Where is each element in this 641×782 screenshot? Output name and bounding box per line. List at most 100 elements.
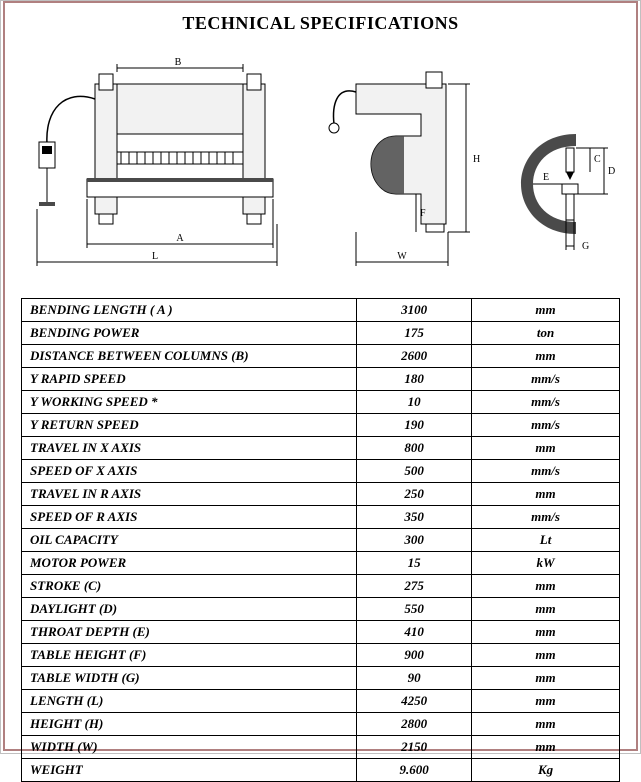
unit-cell: Kg bbox=[472, 759, 620, 782]
value-cell: 550 bbox=[357, 598, 472, 621]
param-cell: MOTOR POWER bbox=[22, 552, 357, 575]
param-cell: WEIGHT bbox=[22, 759, 357, 782]
unit-cell: mm bbox=[472, 621, 620, 644]
value-cell: 180 bbox=[357, 368, 472, 391]
table-row: Y RAPID SPEED180mm/s bbox=[22, 368, 620, 391]
param-cell: TRAVEL IN R AXIS bbox=[22, 483, 357, 506]
dim-label-c: C bbox=[594, 154, 601, 165]
table-row: Y RETURN SPEED190mm/s bbox=[22, 414, 620, 437]
value-cell: 10 bbox=[357, 391, 472, 414]
unit-cell: mm bbox=[472, 713, 620, 736]
table-row: WEIGHT9.600Kg bbox=[22, 759, 620, 782]
param-cell: HEIGHT (H) bbox=[22, 713, 357, 736]
param-cell: SPEED OF X AXIS bbox=[22, 460, 357, 483]
table-row: SPEED OF X AXIS500mm/s bbox=[22, 460, 620, 483]
diagram-row: B A L bbox=[21, 44, 620, 274]
page-title: TECHNICAL SPECIFICATIONS bbox=[21, 13, 620, 34]
table-row: THROAT DEPTH (E)410mm bbox=[22, 621, 620, 644]
value-cell: 175 bbox=[357, 322, 472, 345]
table-row: OIL CAPACITY300Lt bbox=[22, 529, 620, 552]
value-cell: 3100 bbox=[357, 299, 472, 322]
value-cell: 350 bbox=[357, 506, 472, 529]
param-cell: Y WORKING SPEED * bbox=[22, 391, 357, 414]
unit-cell: mm bbox=[472, 736, 620, 759]
spec-table-body: BENDING LENGTH ( A )3100mmBENDING POWER1… bbox=[22, 299, 620, 782]
diagram-side-view: H F W bbox=[326, 54, 486, 274]
value-cell: 500 bbox=[357, 460, 472, 483]
unit-cell: mm/s bbox=[472, 414, 620, 437]
param-cell: Y RETURN SPEED bbox=[22, 414, 357, 437]
unit-cell: mm bbox=[472, 667, 620, 690]
unit-cell: Lt bbox=[472, 529, 620, 552]
page: TECHNICAL SPECIFICATIONS bbox=[0, 0, 641, 754]
dim-label-e: E bbox=[543, 172, 549, 183]
dim-label-h: H bbox=[473, 154, 480, 165]
unit-cell: mm bbox=[472, 575, 620, 598]
value-cell: 250 bbox=[357, 483, 472, 506]
value-cell: 15 bbox=[357, 552, 472, 575]
unit-cell: mm/s bbox=[472, 368, 620, 391]
dim-label-d: D bbox=[608, 166, 615, 177]
unit-cell: mm/s bbox=[472, 391, 620, 414]
table-row: STROKE (C)275mm bbox=[22, 575, 620, 598]
table-row: TABLE WIDTH (G)90mm bbox=[22, 667, 620, 690]
value-cell: 2800 bbox=[357, 713, 472, 736]
diagram-throat-detail: C D E G bbox=[506, 114, 616, 274]
unit-cell: mm bbox=[472, 483, 620, 506]
unit-cell: mm bbox=[472, 437, 620, 460]
table-row: TRAVEL IN R AXIS250mm bbox=[22, 483, 620, 506]
value-cell: 900 bbox=[357, 644, 472, 667]
diagram-front-view: B A L bbox=[25, 54, 305, 274]
param-cell: WIDTH (W) bbox=[22, 736, 357, 759]
table-row: TRAVEL IN X AXIS800mm bbox=[22, 437, 620, 460]
value-cell: 190 bbox=[357, 414, 472, 437]
table-row: HEIGHT (H)2800mm bbox=[22, 713, 620, 736]
param-cell: TABLE HEIGHT (F) bbox=[22, 644, 357, 667]
unit-cell: ton bbox=[472, 322, 620, 345]
param-cell: THROAT DEPTH (E) bbox=[22, 621, 357, 644]
value-cell: 90 bbox=[357, 667, 472, 690]
value-cell: 2600 bbox=[357, 345, 472, 368]
value-cell: 2150 bbox=[357, 736, 472, 759]
table-row: Y WORKING SPEED *10mm/s bbox=[22, 391, 620, 414]
unit-cell: mm bbox=[472, 598, 620, 621]
value-cell: 4250 bbox=[357, 690, 472, 713]
value-cell: 275 bbox=[357, 575, 472, 598]
dim-label-b: B bbox=[175, 57, 182, 68]
unit-cell: mm/s bbox=[472, 460, 620, 483]
unit-cell: mm bbox=[472, 299, 620, 322]
param-cell: TABLE WIDTH (G) bbox=[22, 667, 357, 690]
dim-label-a: A bbox=[176, 233, 184, 244]
value-cell: 410 bbox=[357, 621, 472, 644]
param-cell: STROKE (C) bbox=[22, 575, 357, 598]
unit-cell: mm/s bbox=[472, 506, 620, 529]
value-cell: 300 bbox=[357, 529, 472, 552]
table-row: MOTOR POWER15kW bbox=[22, 552, 620, 575]
content-frame: TECHNICAL SPECIFICATIONS bbox=[3, 1, 638, 751]
table-row: DISTANCE BETWEEN COLUMNS (B)2600mm bbox=[22, 345, 620, 368]
param-cell: LENGTH (L) bbox=[22, 690, 357, 713]
spec-table: BENDING LENGTH ( A )3100mmBENDING POWER1… bbox=[21, 298, 620, 782]
table-row: TABLE HEIGHT (F)900mm bbox=[22, 644, 620, 667]
table-row: LENGTH (L)4250mm bbox=[22, 690, 620, 713]
unit-cell: mm bbox=[472, 690, 620, 713]
param-cell: OIL CAPACITY bbox=[22, 529, 357, 552]
param-cell: TRAVEL IN X AXIS bbox=[22, 437, 357, 460]
dim-label-w: W bbox=[397, 251, 407, 262]
param-cell: DAYLIGHT (D) bbox=[22, 598, 357, 621]
value-cell: 800 bbox=[357, 437, 472, 460]
value-cell: 9.600 bbox=[357, 759, 472, 782]
table-row: DAYLIGHT (D)550mm bbox=[22, 598, 620, 621]
param-cell: SPEED OF R AXIS bbox=[22, 506, 357, 529]
dim-label-g: G bbox=[582, 241, 589, 252]
unit-cell: kW bbox=[472, 552, 620, 575]
table-row: SPEED OF R AXIS350mm/s bbox=[22, 506, 620, 529]
table-row: BENDING LENGTH ( A )3100mm bbox=[22, 299, 620, 322]
dim-label-l: L bbox=[152, 251, 158, 262]
dim-label-f: F bbox=[420, 208, 426, 219]
param-cell: Y RAPID SPEED bbox=[22, 368, 357, 391]
unit-cell: mm bbox=[472, 345, 620, 368]
param-cell: BENDING LENGTH ( A ) bbox=[22, 299, 357, 322]
unit-cell: mm bbox=[472, 644, 620, 667]
param-cell: DISTANCE BETWEEN COLUMNS (B) bbox=[22, 345, 357, 368]
